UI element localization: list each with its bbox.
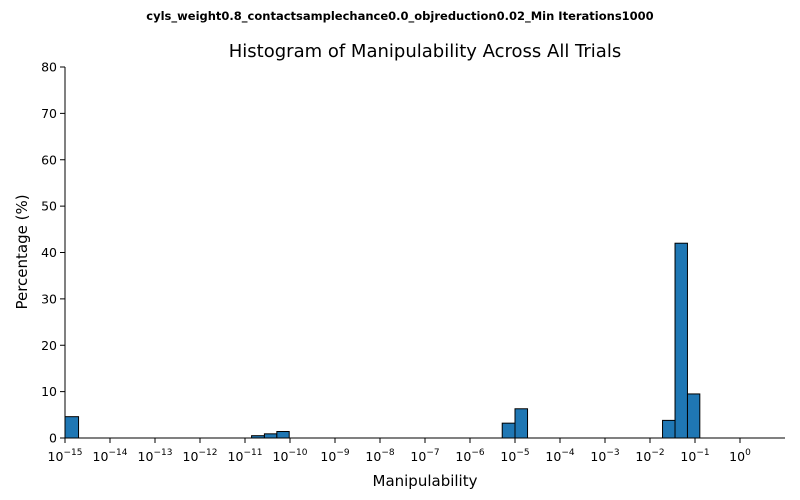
x-tick-label-5: 10−10 bbox=[273, 448, 308, 464]
x-tick-label-9: 10−6 bbox=[455, 448, 484, 464]
x-tick-label-10: 10−5 bbox=[500, 448, 529, 464]
x-tick-label-14: 10−1 bbox=[680, 448, 709, 464]
y-tick-label-6: 60 bbox=[41, 152, 57, 167]
x-tick-label-11: 10−4 bbox=[545, 448, 574, 464]
x-tick-label-2: 10−13 bbox=[138, 448, 173, 464]
x-tick-label-0: 10−15 bbox=[48, 448, 83, 464]
histogram-bar-6 bbox=[662, 419, 676, 439]
histogram-bar-3 bbox=[276, 431, 290, 439]
y-tick-label-4: 40 bbox=[41, 245, 57, 260]
histogram-bar-2 bbox=[263, 433, 278, 439]
x-tick-label-8: 10−7 bbox=[410, 448, 439, 464]
x-axis-label: Manipulability bbox=[373, 472, 478, 490]
y-tick-label-7: 70 bbox=[41, 106, 57, 121]
y-tick-label-2: 20 bbox=[41, 338, 57, 353]
y-tick-label-0: 0 bbox=[49, 431, 57, 446]
y-axis-label: Percentage (%) bbox=[13, 194, 31, 309]
histogram-bar-4 bbox=[501, 422, 516, 439]
bars-group bbox=[64, 242, 701, 439]
y-ticks-group: 0 10 20 30 40 50 60 70 80 bbox=[41, 60, 65, 446]
x-tick-label-6: 10−9 bbox=[320, 448, 349, 464]
histogram-bar-5 bbox=[514, 408, 529, 439]
chart-title: Histogram of Manipulability Across All T… bbox=[229, 41, 621, 62]
x-tick-label-7: 10−8 bbox=[365, 448, 394, 464]
x-tick-label-15: 100 bbox=[729, 448, 751, 464]
y-tick-label-8: 80 bbox=[41, 60, 57, 75]
y-tick-label-5: 50 bbox=[41, 199, 57, 214]
histogram-bar-0 bbox=[64, 416, 80, 439]
y-tick-label-1: 10 bbox=[41, 384, 57, 399]
x-tick-label-4: 10−11 bbox=[228, 448, 263, 464]
x-tick-label-3: 10−12 bbox=[183, 448, 218, 464]
histogram-bar-7 bbox=[674, 242, 688, 439]
y-tick-label-3: 30 bbox=[41, 291, 57, 306]
x-tick-label-13: 10−2 bbox=[635, 448, 664, 464]
x-ticks-group: 10−15 10−14 10−13 10−12 10−11 10−10 10−9 10−8 10… bbox=[48, 438, 751, 464]
chart-suptitle: cyls_weight0.8_contactsamplechance0.0_ob… bbox=[146, 9, 653, 24]
x-tick-label-12: 10−3 bbox=[590, 448, 619, 464]
histogram-bar-8 bbox=[686, 393, 701, 439]
x-tick-label-1: 10−14 bbox=[93, 448, 128, 464]
